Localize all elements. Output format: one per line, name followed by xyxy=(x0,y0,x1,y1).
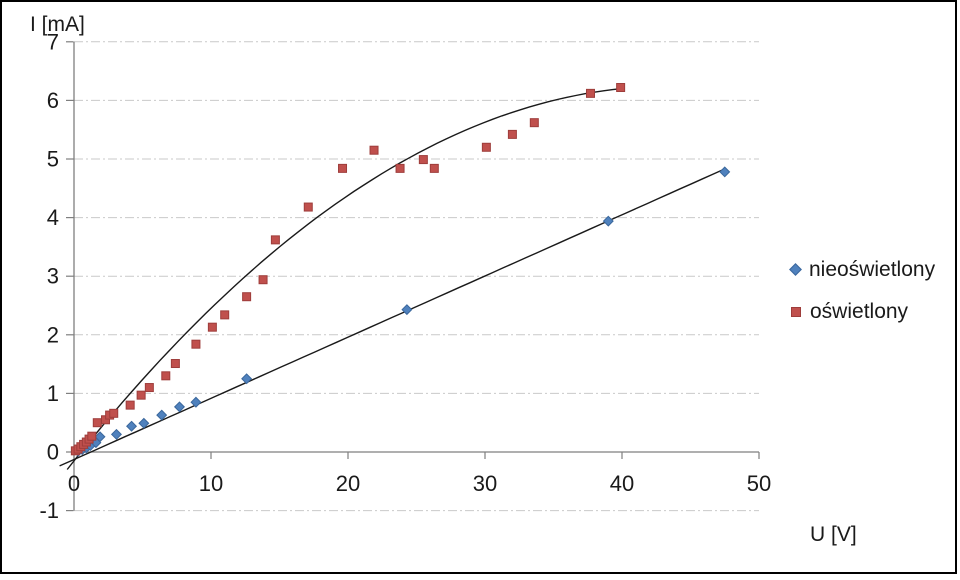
data-point-square xyxy=(136,390,146,400)
data-point-square xyxy=(144,383,154,393)
data-point-square xyxy=(270,235,280,245)
data-point-square xyxy=(481,142,491,152)
data-point-diamond xyxy=(138,417,150,429)
data-point-diamond xyxy=(173,401,185,413)
y-tick-label: 6 xyxy=(47,88,59,113)
data-point-square xyxy=(369,145,379,155)
legend-label-nieoswietlony: nieoświetlony xyxy=(809,257,936,281)
diamond-marker-icon xyxy=(789,263,802,276)
x-tick-label: 20 xyxy=(336,471,360,496)
x-tick-label: 40 xyxy=(610,471,634,496)
x-tick-label: 10 xyxy=(199,471,223,496)
data-point-square xyxy=(258,275,268,285)
y-tick-label: -1 xyxy=(39,498,59,523)
data-point-square xyxy=(338,163,348,173)
data-point-square xyxy=(507,129,517,139)
data-point-square xyxy=(109,408,119,418)
data-point-diamond xyxy=(602,215,614,227)
legend-item-nieoswietlony: nieoświetlony xyxy=(789,257,936,281)
data-point-diamond xyxy=(110,428,122,440)
trendline-linear xyxy=(59,168,726,467)
data-point-diamond xyxy=(94,431,106,443)
data-point-square xyxy=(418,155,428,165)
x-tick-label: 50 xyxy=(747,471,771,496)
y-tick-label: 1 xyxy=(47,381,59,406)
x-axis-title: U [V] xyxy=(810,523,857,546)
data-point-diamond xyxy=(156,409,168,421)
data-point-square xyxy=(429,163,439,173)
square-marker-icon xyxy=(791,306,801,317)
data-point-square xyxy=(242,292,252,302)
data-point-square xyxy=(92,418,102,428)
y-axis-title: I [mA] xyxy=(30,13,85,36)
data-point-square xyxy=(191,339,201,349)
data-point-diamond xyxy=(401,304,413,316)
data-point-square xyxy=(170,359,180,369)
y-tick-label: 7 xyxy=(47,29,59,54)
data-point-square xyxy=(161,371,171,381)
data-point-square xyxy=(395,163,405,173)
legend-label-oswietlony: oświetlony xyxy=(810,299,909,323)
data-point-diamond xyxy=(719,166,731,178)
y-tick-label: 3 xyxy=(47,264,59,289)
legend-item-oswietlony: oświetlony xyxy=(791,300,935,323)
x-tick-label: 30 xyxy=(473,471,497,496)
data-point-square xyxy=(529,118,539,128)
data-point-diamond xyxy=(241,373,253,385)
data-point-diamond xyxy=(126,420,138,432)
data-point-square xyxy=(125,400,135,410)
trendline-quadratic xyxy=(66,87,623,470)
data-point-square xyxy=(87,431,97,441)
x-tick-label: 0 xyxy=(68,471,80,496)
y-tick-label: 2 xyxy=(47,322,59,347)
y-tick-label: 0 xyxy=(47,439,59,464)
y-tick-label: 5 xyxy=(47,146,59,171)
data-point-square xyxy=(303,202,313,212)
data-point-square xyxy=(207,322,217,332)
data-point-square xyxy=(616,83,626,93)
legend: nieoświetlony oświetlony xyxy=(789,257,936,323)
data-point-square xyxy=(585,88,595,98)
data-point-diamond xyxy=(190,396,202,408)
data-point-square xyxy=(220,310,230,320)
y-tick-label: 4 xyxy=(47,205,59,230)
